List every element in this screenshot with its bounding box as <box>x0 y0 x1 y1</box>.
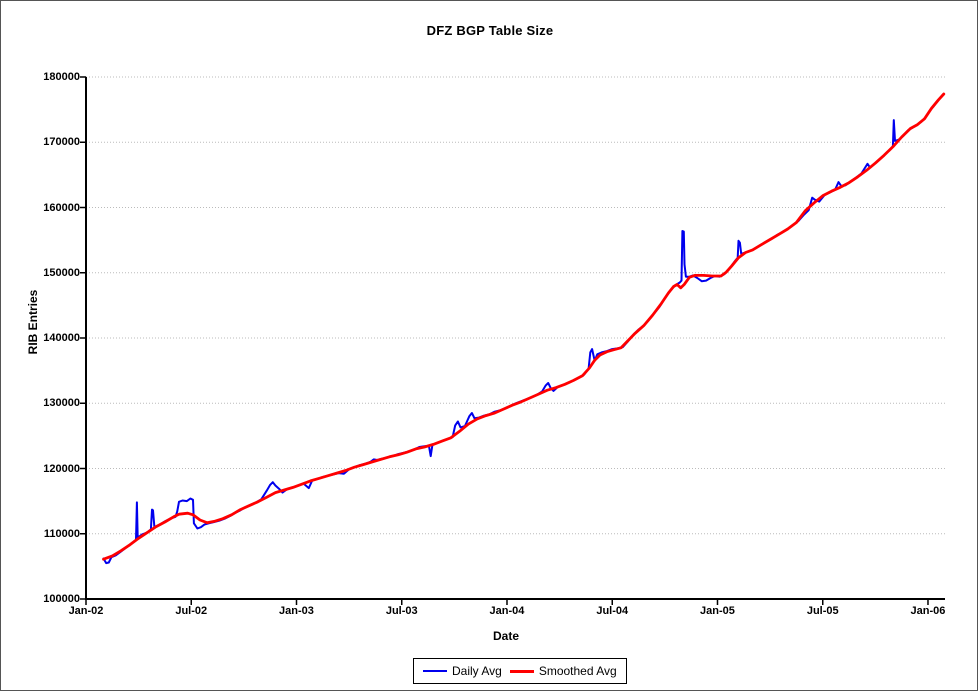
y-tick-label: 110000 <box>43 527 80 540</box>
x-tick-label: Jul-03 <box>385 605 418 617</box>
daily-avg-line-swatch <box>423 670 447 672</box>
x-tick-label: Jul-02 <box>175 605 208 617</box>
legend-label-daily-avg: Daily Avg <box>452 664 502 678</box>
x-tick-label: Jan-03 <box>279 605 314 617</box>
y-tick-label: 100000 <box>43 593 80 605</box>
x-tick-label: Jan-02 <box>68 605 104 617</box>
x-tick-label: Jan-04 <box>489 605 525 617</box>
y-tick-label: 180000 <box>43 71 80 83</box>
y-tick-label: 140000 <box>43 332 80 344</box>
x-tick-label: Jul-04 <box>596 605 629 617</box>
y-tick-label: 130000 <box>43 397 80 410</box>
y-tick-label: 150000 <box>43 266 80 279</box>
y-tick-label: 120000 <box>43 462 80 475</box>
x-axis-title: Date <box>492 629 519 643</box>
x-tick-label: Jul-05 <box>806 605 839 617</box>
gridlines <box>86 76 945 535</box>
x-tick-label: Jan-05 <box>700 605 735 617</box>
series-line-0 <box>102 93 944 565</box>
legend: Daily Avg Smoothed Avg <box>413 658 627 684</box>
legend-label-smoothed-avg: Smoothed Avg <box>538 664 617 678</box>
legend-item-daily-avg: Daily Avg <box>423 664 502 678</box>
smoothed-avg-line-swatch <box>509 669 534 673</box>
chart-title: DFZ BGP Table Size <box>426 23 554 38</box>
y-tick-label: 170000 <box>43 136 80 149</box>
series-line-1 <box>102 92 946 561</box>
x-tick-label: Jan-06 <box>910 605 946 617</box>
data-series <box>102 92 946 565</box>
legend-item-smoothed-avg: Smoothed Avg <box>509 664 617 678</box>
axes <box>80 76 945 605</box>
y-tick-label: 160000 <box>43 201 80 214</box>
